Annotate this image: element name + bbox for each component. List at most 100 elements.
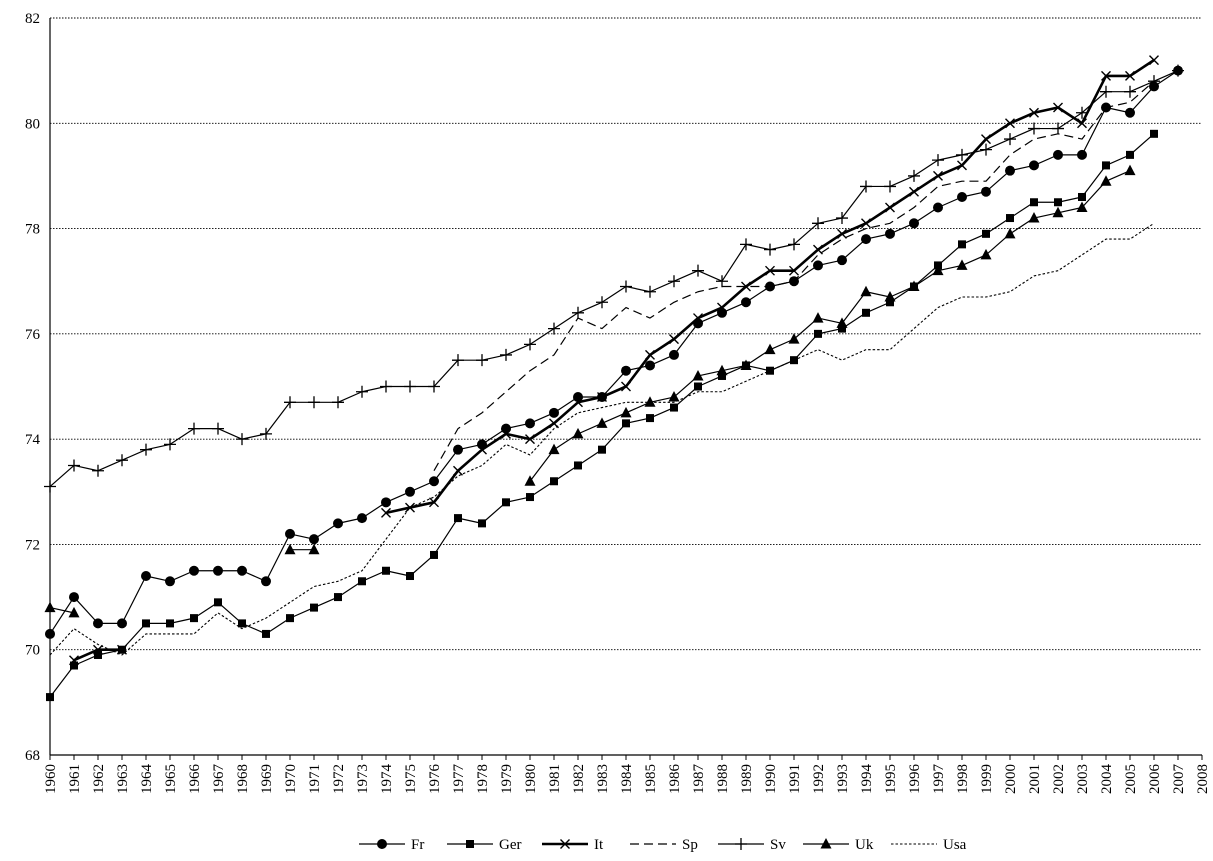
x-tick-label: 1962 — [91, 764, 107, 794]
data-point-ger — [1030, 198, 1038, 207]
data-point-sv — [1148, 75, 1160, 88]
x-tick-label: 2000 — [1003, 764, 1019, 794]
data-point-ger — [1102, 161, 1110, 170]
data-point-sv — [68, 459, 80, 472]
data-point-sv — [236, 433, 248, 446]
data-point-fr — [549, 407, 559, 418]
data-point-ger — [718, 371, 726, 380]
data-point-it — [837, 228, 847, 239]
data-point-sv — [1124, 85, 1136, 98]
legend-label: Fr — [411, 837, 424, 853]
data-point-sv — [764, 243, 776, 256]
legend-item-uk: Uk — [803, 837, 874, 853]
data-point-uk — [1028, 212, 1040, 223]
data-point-sv — [500, 348, 512, 361]
series-line-fr — [49, 70, 1179, 635]
data-point-it — [957, 160, 967, 171]
data-point-ger — [166, 619, 174, 628]
series-line-ger — [49, 133, 1155, 698]
data-point-fr — [285, 528, 295, 539]
x-tick-label: 1990 — [763, 764, 779, 794]
data-point-uk — [572, 427, 584, 439]
data-point-it — [669, 334, 679, 345]
x-tick-label: 1980 — [523, 764, 539, 794]
legend-label: Usa — [943, 837, 967, 853]
x-tick-label: 1979 — [499, 764, 515, 794]
series-sv — [44, 64, 1184, 493]
data-point-it — [597, 392, 607, 403]
data-point-it — [573, 397, 583, 408]
data-point-uk — [284, 543, 296, 555]
data-point-uk — [740, 359, 752, 370]
data-point-ger — [142, 619, 150, 628]
y-tick-label: 70 — [25, 643, 40, 659]
data-point-uk — [44, 601, 56, 613]
data-point-sv — [92, 464, 104, 477]
data-point-sv — [44, 480, 56, 493]
data-point-fr — [333, 518, 343, 529]
series-it — [69, 55, 1159, 666]
x-tick-label: 1989 — [739, 764, 755, 794]
x-tick-label: 1985 — [643, 764, 659, 794]
legend-marker — [466, 840, 474, 848]
data-point-it — [741, 281, 751, 292]
x-tick-label: 1993 — [835, 764, 851, 794]
data-point-it — [453, 465, 463, 476]
data-point-ger — [382, 566, 390, 575]
data-point-it — [1101, 70, 1111, 81]
data-point-uk — [956, 259, 968, 270]
legend-label: Sp — [682, 837, 698, 853]
data-point-sv — [476, 354, 488, 367]
data-point-it — [1125, 70, 1135, 81]
data-point-fr — [669, 349, 679, 360]
data-point-ger — [1126, 150, 1134, 159]
data-point-ger — [622, 419, 630, 428]
x-tick-label: 1986 — [667, 764, 683, 795]
data-point-fr — [405, 486, 415, 497]
y-tick-label: 74 — [25, 432, 41, 448]
data-point-uk — [1076, 201, 1088, 213]
legend-marker — [820, 838, 832, 849]
data-point-it — [621, 381, 631, 392]
data-point-fr — [741, 297, 751, 308]
data-point-sv — [932, 154, 944, 167]
data-point-ger — [574, 461, 582, 470]
x-tick-label: 1960 — [43, 764, 59, 794]
data-point-ger — [478, 519, 486, 528]
data-point-it — [381, 507, 391, 518]
data-point-sv — [188, 422, 200, 435]
data-point-sv — [164, 438, 176, 451]
data-point-fr — [1053, 149, 1063, 160]
series-usa — [49, 222, 1155, 656]
x-tick-label: 2005 — [1123, 764, 1139, 794]
x-tick-label: 2001 — [1027, 764, 1043, 794]
series-lines — [44, 55, 1184, 702]
x-tick-label: 1964 — [139, 764, 155, 795]
data-point-ger — [694, 382, 702, 391]
data-point-it — [477, 444, 487, 455]
x-tick-label: 1984 — [619, 764, 635, 795]
data-point-sv — [140, 443, 152, 456]
data-point-uk — [860, 285, 872, 297]
x-tick-label: 2003 — [1075, 764, 1091, 794]
legend-item-it: It — [542, 837, 604, 853]
x-tick-label: 1968 — [235, 764, 251, 794]
data-point-ger — [334, 593, 342, 602]
data-point-ger — [1150, 129, 1158, 138]
data-point-it — [789, 265, 799, 276]
data-point-sv — [212, 422, 224, 435]
x-tick-label: 1970 — [283, 764, 299, 794]
axes: 68 70 72 74 76 78 80 82 1960 1961 1962 1963 1964 1965… — [25, 11, 1211, 794]
y-tick-label: 78 — [25, 222, 40, 238]
data-point-sv — [380, 380, 392, 393]
data-point-sv — [428, 380, 440, 393]
data-point-it — [717, 302, 727, 313]
data-point-fr — [525, 418, 535, 429]
legend-marker — [735, 838, 747, 850]
data-point-it — [981, 134, 991, 145]
x-tick-label: 1978 — [475, 764, 491, 794]
data-point-fr — [957, 191, 967, 202]
data-point-sv — [980, 143, 992, 156]
legend-item-fr: Fr — [359, 837, 424, 853]
